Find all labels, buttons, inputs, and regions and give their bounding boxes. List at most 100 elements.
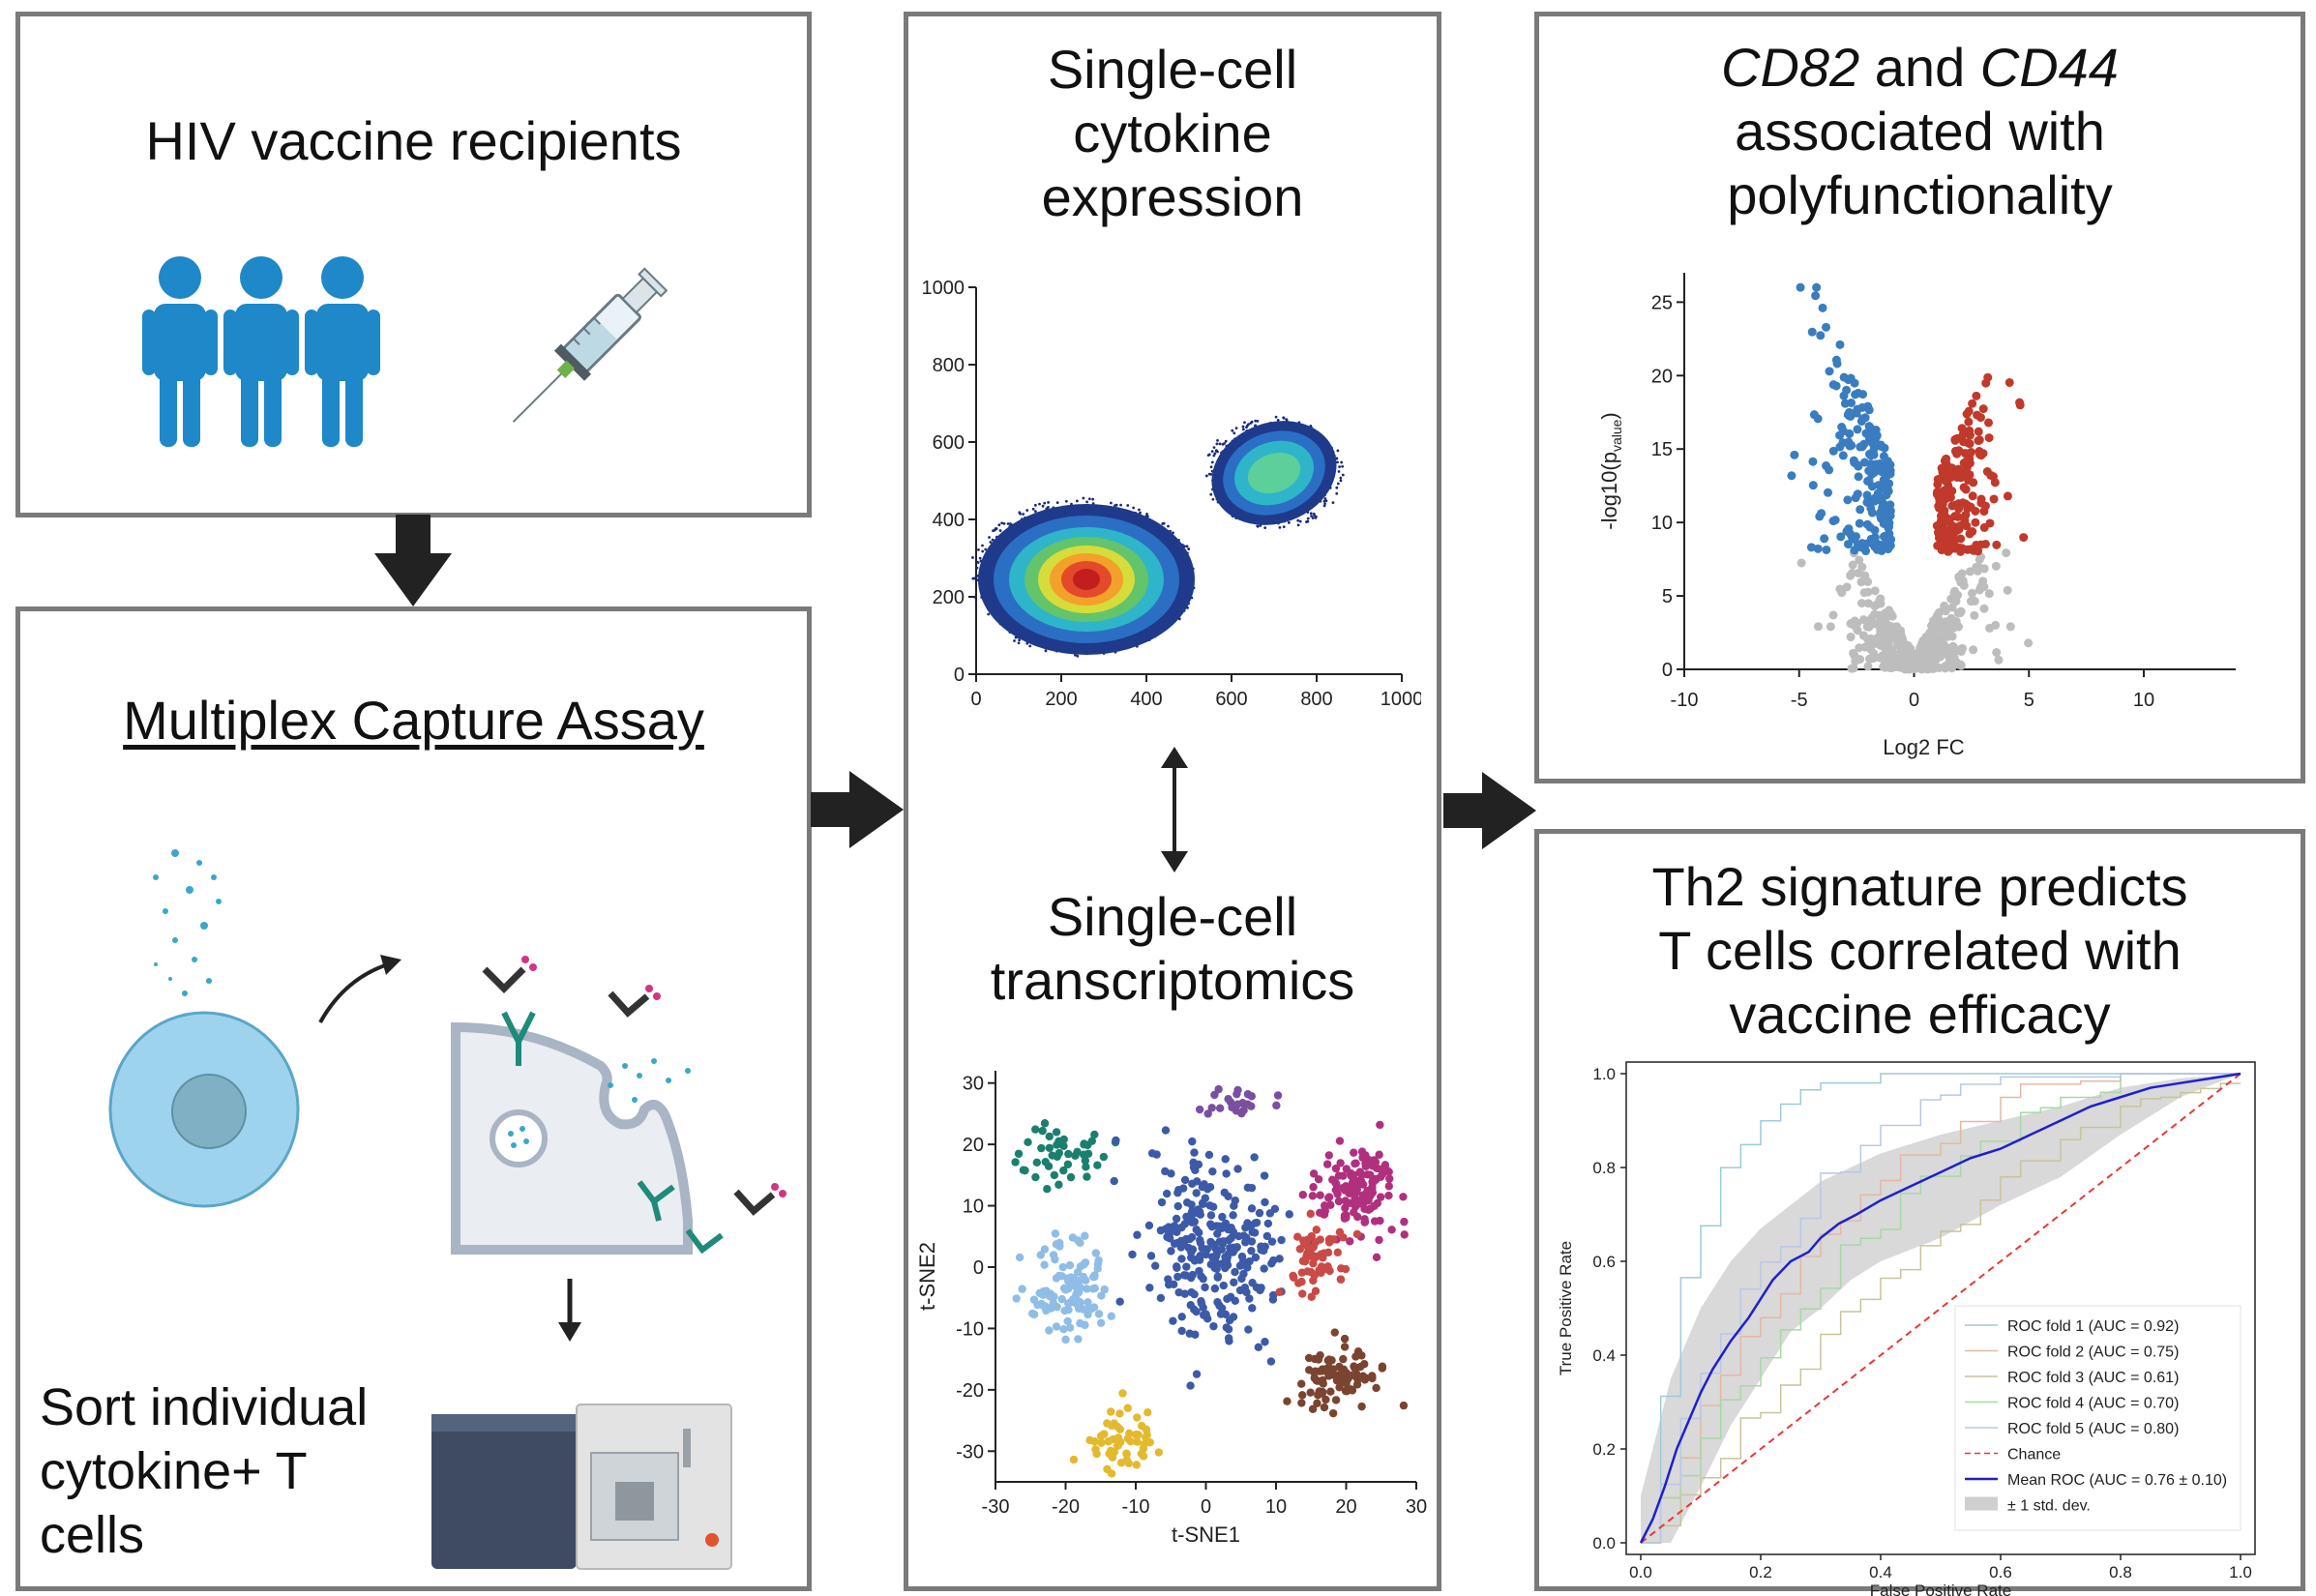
event-dot <box>1250 420 1254 424</box>
event-dot <box>1282 416 1286 420</box>
y-tick-label: 600 <box>933 432 965 454</box>
tsne-point <box>1399 1401 1409 1410</box>
tsne-cluster <box>1012 1229 1115 1345</box>
tsne-point <box>1206 1211 1216 1220</box>
volcano-point-ns <box>1866 634 1876 643</box>
tsne-point <box>1257 1246 1265 1255</box>
volcano-point-ns <box>1866 640 1876 650</box>
volcano-point-ns <box>1991 561 2001 571</box>
volcano-point-ns <box>1979 604 1989 613</box>
event-dot <box>1339 479 1343 483</box>
event-dot <box>1287 520 1291 524</box>
event-dot <box>1033 503 1037 507</box>
tsne-point <box>1370 1217 1380 1226</box>
volcano-point-down <box>1883 471 1892 481</box>
tsne-point <box>1182 1262 1191 1271</box>
event-dot <box>1285 419 1289 422</box>
tsne-point <box>1173 1201 1182 1211</box>
y-tick-label: 0.2 <box>1592 1440 1616 1459</box>
volcano-point-up <box>1968 399 1977 408</box>
volcano-point-up <box>1940 486 1949 495</box>
tsne-point <box>1045 1143 1054 1152</box>
event-dot <box>1025 509 1029 512</box>
tsne-point <box>1082 1163 1090 1171</box>
tsne-point <box>1040 1260 1049 1269</box>
tsne-point <box>1150 1261 1160 1270</box>
tsne-point <box>1222 1169 1231 1178</box>
tsne-point <box>1169 1316 1177 1325</box>
volcano-point-ns <box>1903 652 1913 662</box>
tsne-point <box>1187 1287 1196 1297</box>
tsne-point <box>1147 1149 1157 1158</box>
tsne-point <box>1081 1258 1090 1267</box>
volcano-point-ns <box>1970 610 1979 620</box>
tsne-point <box>1113 1441 1122 1450</box>
tsne-point <box>1103 1419 1112 1428</box>
tsne-cluster <box>1275 1209 1362 1301</box>
tsne-point <box>1203 1315 1212 1323</box>
event-dot <box>1234 427 1238 430</box>
event-dot <box>987 612 991 616</box>
volcano-point-up <box>1945 546 1954 555</box>
tsne-point <box>1372 1383 1381 1393</box>
tsne-point <box>1019 1166 1028 1174</box>
volcano-point-up <box>1941 470 1950 480</box>
tsne-point <box>1333 1248 1342 1257</box>
event-dot <box>1256 524 1260 528</box>
tsne-point <box>1330 1328 1339 1337</box>
event-dot <box>1064 499 1068 503</box>
volcano-point-down <box>1876 514 1885 523</box>
sort-label: Sort individual cytokine+ T cells <box>40 1375 368 1567</box>
tsne-point <box>1196 1238 1205 1248</box>
tsne-point <box>1133 1437 1142 1446</box>
volcano-point-down <box>1858 390 1868 399</box>
y-tick-label: 1.0 <box>1592 1065 1616 1083</box>
volcano-point-up <box>1964 417 1974 427</box>
volcano-point-down <box>1855 518 1864 528</box>
tsne-point <box>1260 1171 1269 1180</box>
event-dot <box>1006 522 1010 525</box>
tsne-point <box>1318 1367 1327 1375</box>
tsne-point <box>1368 1177 1377 1186</box>
tsne-point <box>1177 1313 1186 1321</box>
volcano-point-down <box>1822 322 1831 332</box>
tsne-point <box>1267 1237 1277 1246</box>
event-dot <box>994 528 996 532</box>
tsne-point <box>1285 1210 1293 1219</box>
title-line: cytokine <box>1073 103 1272 163</box>
cell-sorter-illustration <box>431 1404 732 1570</box>
volcano-point-up <box>1937 463 1946 473</box>
tsne-point <box>1256 1286 1264 1295</box>
tsne-point <box>1084 1298 1092 1307</box>
event-dot <box>1091 497 1095 501</box>
event-dot <box>1185 545 1189 548</box>
volcano-point-up <box>1965 430 1975 440</box>
tsne-point <box>1040 1245 1050 1254</box>
volcano-point-ns <box>1856 655 1865 665</box>
tsne-point <box>1042 1286 1051 1295</box>
event-dot <box>1085 500 1089 504</box>
tsne-point <box>1064 1149 1073 1159</box>
tsne-point <box>1125 1429 1134 1438</box>
tsne-point <box>1376 1193 1385 1201</box>
event-dot <box>1263 526 1267 530</box>
tsne-point <box>1369 1156 1379 1165</box>
tsne-point <box>1173 1188 1182 1197</box>
tsne-point <box>1321 1395 1330 1404</box>
x-tick-label: 1.0 <box>2229 1563 2252 1581</box>
tsne-point <box>1128 1250 1137 1259</box>
tsne-point <box>1326 1387 1335 1396</box>
mean-roc-curve <box>1639 1072 2242 1544</box>
tsne-point <box>1340 1343 1350 1351</box>
tsne-point <box>1192 1370 1202 1378</box>
tsne-point <box>1227 1223 1235 1232</box>
x-tick-label: 0.8 <box>2109 1563 2132 1581</box>
event-dot <box>1017 641 1021 645</box>
volcano-point-down <box>1873 539 1883 548</box>
tsne-point <box>1053 1302 1061 1312</box>
tsne-point <box>1065 1274 1075 1283</box>
tsne-point <box>1322 1160 1332 1168</box>
volcano-point-ns <box>1884 643 1893 653</box>
tsne-point <box>1115 1297 1124 1306</box>
tsne-point <box>1212 1264 1221 1273</box>
